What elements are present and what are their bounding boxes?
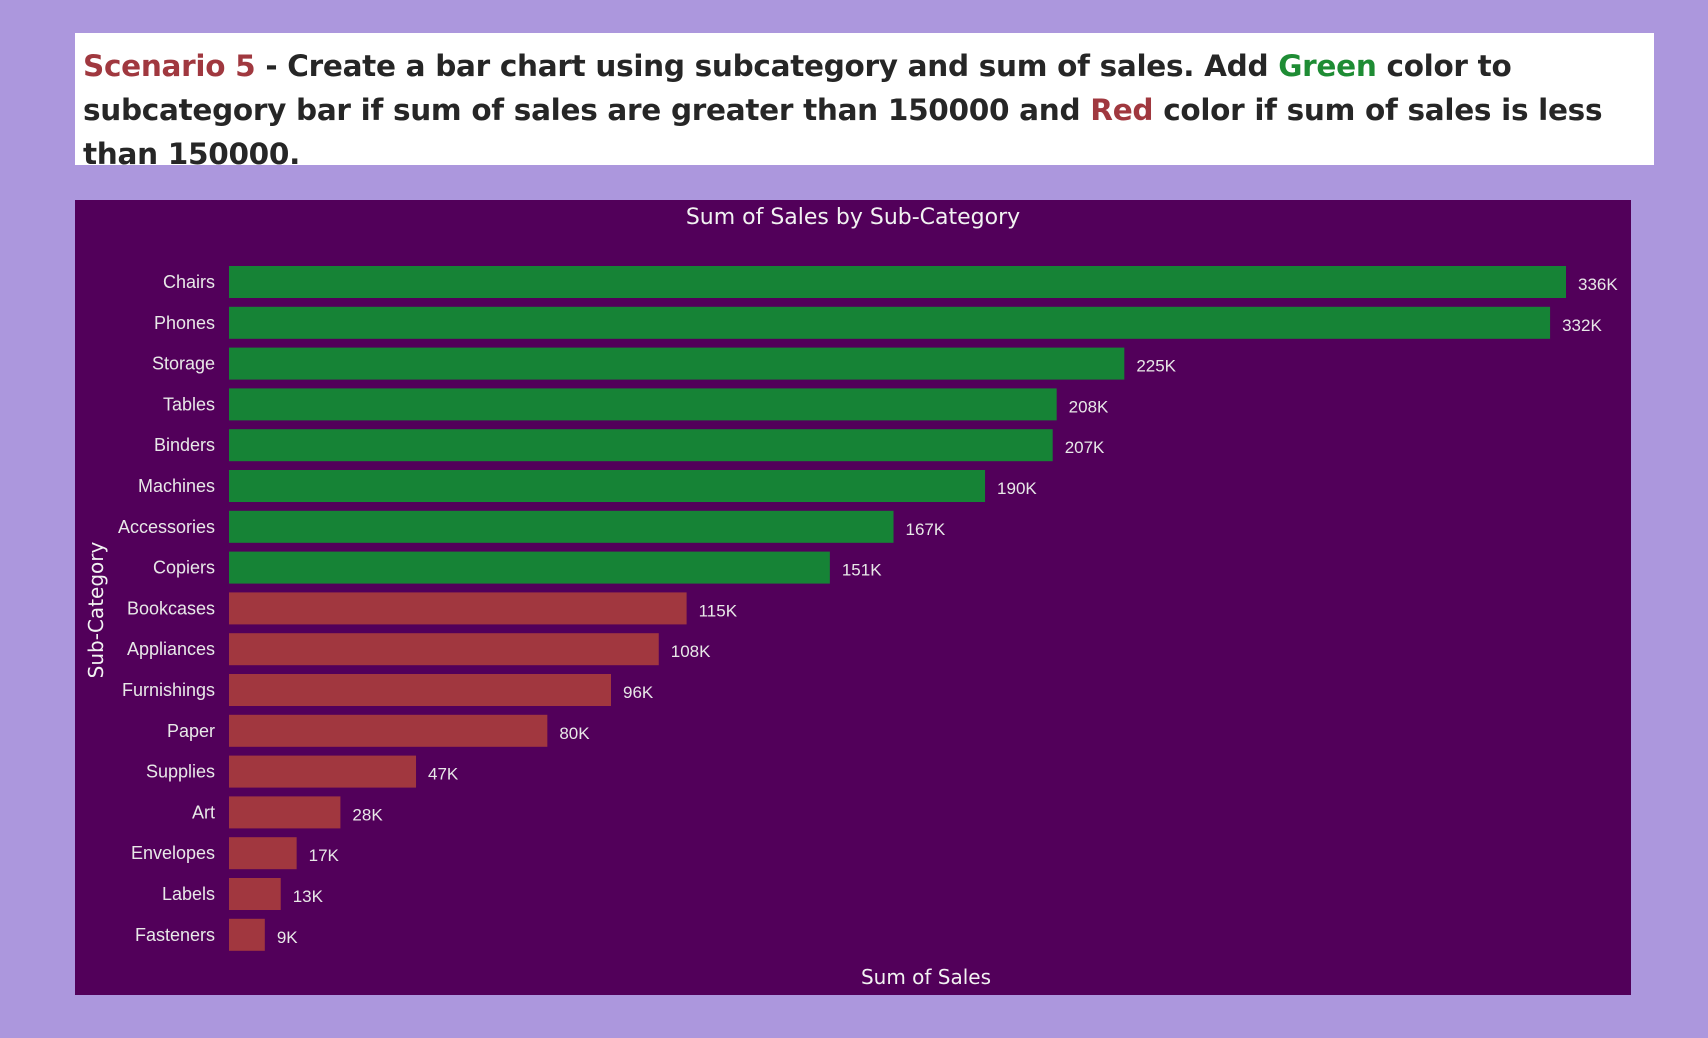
y-axis-title: Sub-Category [84, 542, 108, 679]
category-label: Phones [154, 313, 215, 333]
instruction-text-part1: - Create a bar chart using subcategory a… [255, 49, 1279, 83]
data-label: 336K [1578, 275, 1618, 294]
bar-supplies[interactable] [229, 755, 417, 788]
category-label: Art [192, 802, 215, 822]
data-label: 115K [699, 601, 738, 620]
bar-chairs[interactable] [229, 266, 1566, 298]
data-label: 225K [1136, 357, 1176, 376]
data-label: 108K [671, 642, 711, 661]
category-label: Bookcases [127, 598, 215, 618]
data-label: 13K [293, 887, 324, 906]
bar-fasteners[interactable] [229, 918, 265, 951]
instruction-text: Scenario 5 - Create a bar chart using su… [83, 44, 1644, 176]
bar-appliances[interactable] [229, 633, 659, 666]
category-label: Tables [163, 394, 215, 414]
data-label: 190K [997, 479, 1037, 498]
green-word: Green [1278, 49, 1377, 83]
bars-group: Chairs 336K Phones 332K Storage 225K Tables 208… [118, 266, 1618, 951]
instruction-text-part3: color if sum of sales is less than 15000… [83, 93, 1603, 171]
bar-labels[interactable] [229, 878, 281, 910]
category-label: Labels [162, 884, 215, 904]
data-label: 208K [1069, 397, 1109, 416]
bar-phones[interactable] [229, 306, 1551, 339]
category-label: Storage [152, 354, 215, 374]
category-label: Binders [154, 435, 215, 455]
bar-tables[interactable] [229, 388, 1057, 421]
bar-storage[interactable] [229, 347, 1125, 380]
chart-title: Sum of Sales by Sub-Category [686, 205, 1020, 230]
scenario-label: Scenario 5 [83, 49, 256, 83]
data-label: 80K [559, 724, 590, 743]
bar-accessories[interactable] [229, 510, 894, 543]
bar-copiers[interactable] [229, 551, 830, 584]
data-label: 28K [352, 805, 383, 824]
data-label: 96K [623, 683, 654, 702]
bar-machines[interactable] [229, 470, 986, 502]
data-label: 151K [842, 561, 882, 580]
data-label: 9K [277, 928, 298, 947]
category-label: Fasteners [135, 925, 215, 945]
category-label: Chairs [163, 272, 215, 292]
data-label: 332K [1562, 316, 1602, 335]
instruction-text-part2: color to subcategory bar if sum of sales… [83, 49, 1512, 127]
category-label: Machines [138, 476, 215, 496]
bar-envelopes[interactable] [229, 837, 297, 870]
chart-panel: Sum of Sales by Sub-Category Sum of Sale… [75, 200, 1631, 995]
instruction-box: Scenario 5 - Create a bar chart using su… [75, 33, 1654, 171]
bar-art[interactable] [229, 796, 341, 829]
bar-paper[interactable] [229, 714, 548, 747]
category-label: Copiers [153, 558, 215, 578]
category-label: Supplies [146, 762, 215, 782]
data-label: 17K [309, 846, 340, 865]
bar-furnishings[interactable] [229, 674, 611, 706]
category-label: Furnishings [122, 680, 215, 700]
data-label: 47K [428, 765, 459, 784]
category-label: Appliances [127, 639, 215, 659]
red-word: Red [1090, 93, 1154, 127]
data-label: 167K [906, 520, 946, 539]
category-label: Accessories [118, 517, 215, 537]
data-label: 207K [1065, 438, 1105, 457]
bar-binders[interactable] [229, 429, 1053, 462]
category-label: Paper [167, 721, 215, 741]
x-axis-title: Sum of Sales [861, 965, 991, 989]
category-label: Envelopes [131, 843, 215, 863]
bar-chart: Sum of Sales by Sub-Category Sum of Sale… [84, 205, 1618, 989]
bar-bookcases[interactable] [229, 592, 687, 625]
